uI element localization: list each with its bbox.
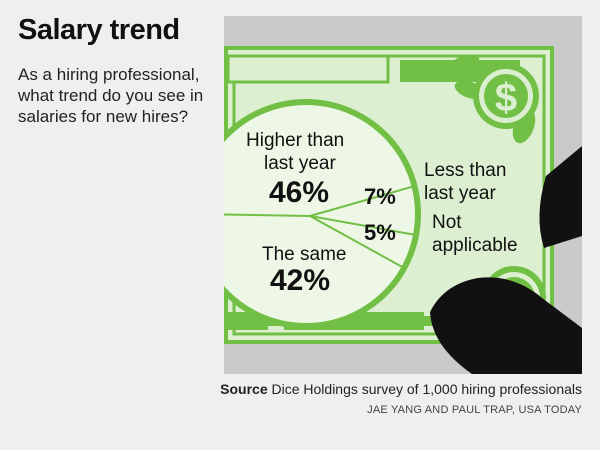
pie-outline [224,99,421,329]
dollar-bill-illustration: $ $ Higher than last year 46% 7% 5% The … [224,16,582,374]
label-higher-line1: Higher than [246,130,344,151]
label-same: The same [262,244,346,265]
slice-higher-than-last-year-edge [224,213,311,217]
value-na: 5% [364,220,396,245]
hand-thumb-icon [430,146,582,374]
source-label: Source [220,381,268,397]
page-title: Salary trend [18,14,180,46]
slice-not-applicable-edge [309,215,417,236]
source-text: Dice Holdings survey of 1,000 hiring pro… [271,381,583,397]
slice-the-same-edge [309,215,405,269]
value-higher: 46% [269,176,329,209]
label-higher-line2: last year [264,153,336,174]
value-same: 42% [270,264,330,297]
source-note: Source Dice Holdings survey of 1,000 hir… [220,381,582,397]
credit-line: JAE YANG AND PAUL TRAP, USA TODAY [367,404,582,416]
dollar-coin-icon: $ [473,63,539,129]
survey-question: As a hiring professional, what trend do … [18,65,204,126]
label-na-line1: Not [432,212,462,233]
label-na-line2: applicable [432,235,518,256]
slice-less-than-last-year-edge [309,185,415,217]
pie-chart [224,99,421,329]
label-less-line1: Less than [424,160,506,181]
label-less-line2: last year [424,183,496,204]
svg-text:$: $ [495,76,517,120]
value-less: 7% [364,184,396,209]
